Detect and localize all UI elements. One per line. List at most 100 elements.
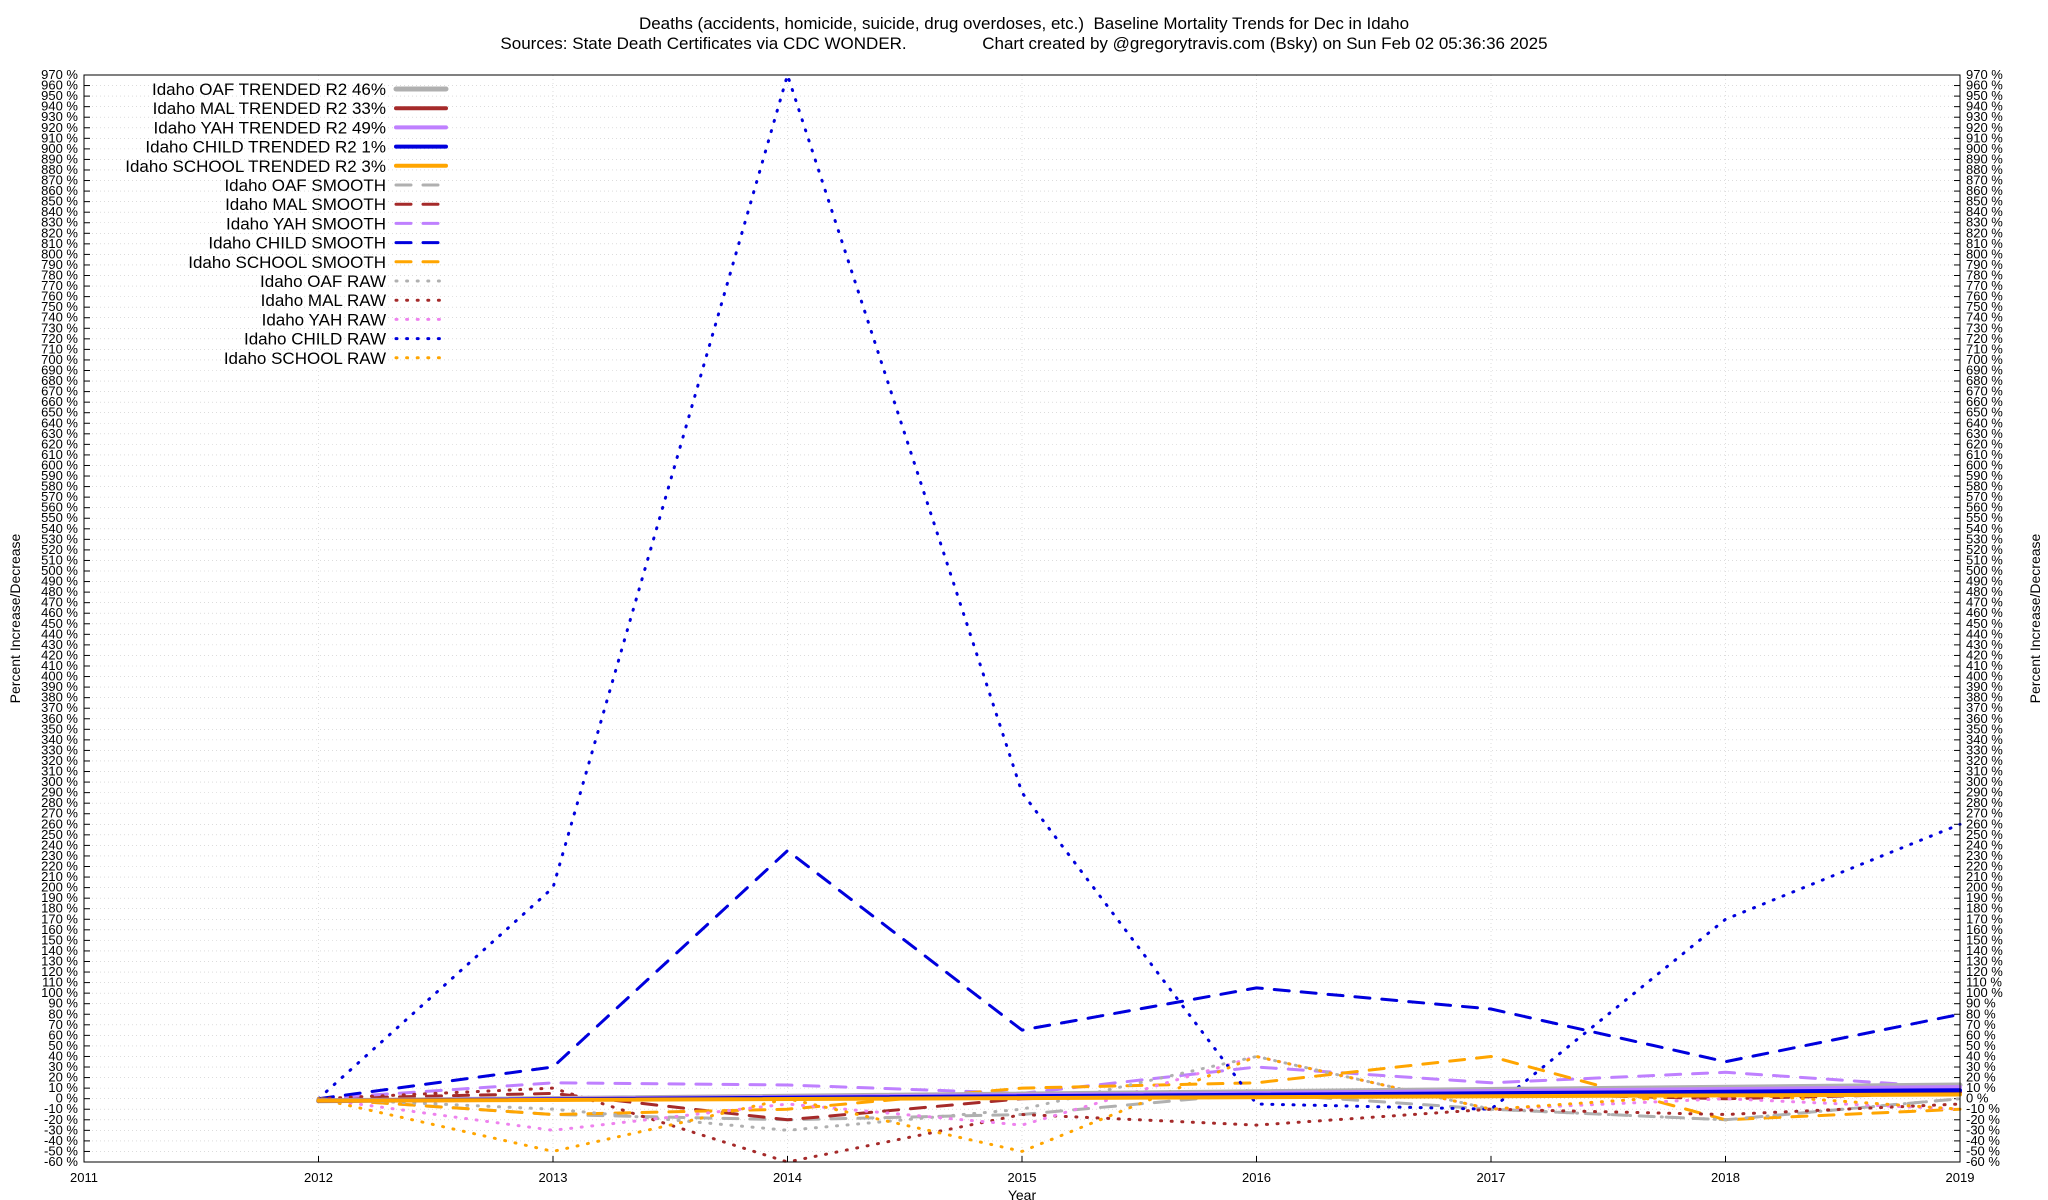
y-tick-label-left: 300 % — [41, 774, 78, 789]
y-tick-label-left: 960 % — [41, 78, 78, 93]
y-tick-label-left: -60 % — [44, 1154, 78, 1169]
y-tick-label-left: -50 % — [44, 1143, 78, 1158]
y-tick-label-left: 720 % — [41, 331, 78, 346]
y-tick-label-right: 200 % — [1966, 880, 2003, 895]
y-tick-label-left: -40 % — [44, 1133, 78, 1148]
y-tick-label-right: 160 % — [1966, 922, 2003, 937]
y-tick-label-right: 880 % — [1966, 162, 2003, 177]
y-tick-label-left: 80 % — [48, 1006, 78, 1021]
y-tick-label-left: 880 % — [41, 162, 78, 177]
y-tick-label-left: -30 % — [44, 1122, 78, 1137]
y-tick-label-left: 490 % — [41, 574, 78, 589]
y-tick-label-right: 410 % — [1966, 658, 2003, 673]
y-tick-label-right: 500 % — [1966, 563, 2003, 578]
x-tick-label: 2013 — [539, 1170, 568, 1185]
y-tick-label-left: 740 % — [41, 310, 78, 325]
y-tick-label-right: 830 % — [1966, 215, 2003, 230]
y-tick-label-right: 270 % — [1966, 806, 2003, 821]
legend: Idaho OAF TRENDED R2 46%Idaho MAL TRENDE… — [125, 80, 449, 368]
y-tick-label-left: 820 % — [41, 225, 78, 240]
y-tick-label-right: 50 % — [1966, 1038, 1996, 1053]
legend-label: Idaho MAL TRENDED R2 33% — [153, 99, 386, 118]
y-tick-label-left: 700 % — [41, 352, 78, 367]
y-tick-label-right: 390 % — [1966, 679, 2003, 694]
y-tick-label-right: 970 % — [1966, 67, 2003, 82]
y-tick-label-left: 750 % — [41, 299, 78, 314]
y-tick-label-right: 470 % — [1966, 595, 2003, 610]
y-tick-label-right: 320 % — [1966, 753, 2003, 768]
y-tick-label-right: 370 % — [1966, 700, 2003, 715]
legend-label: Idaho SCHOOL TRENDED R2 3% — [125, 157, 386, 176]
y-tick-label-left: 610 % — [41, 447, 78, 462]
y-tick-label-left: 180 % — [41, 901, 78, 916]
y-tick-label-right: 260 % — [1966, 816, 2003, 831]
y-tick-label-left: 90 % — [48, 996, 78, 1011]
y-tick-label-left: 640 % — [41, 415, 78, 430]
y-tick-label-left: 850 % — [41, 194, 78, 209]
y-tick-label-left: 460 % — [41, 605, 78, 620]
y-tick-label-right: 850 % — [1966, 194, 2003, 209]
y-tick-label-right: 430 % — [1966, 637, 2003, 652]
x-axis-label: Year — [1008, 1187, 1037, 1200]
y-tick-label-right: 940 % — [1966, 99, 2003, 114]
y-tick-label-left: 270 % — [41, 806, 78, 821]
y-tick-label-right: 780 % — [1966, 268, 2003, 283]
y-tick-label-left: 800 % — [41, 246, 78, 261]
y-tick-label-right: 310 % — [1966, 764, 2003, 779]
y-tick-label-right: 930 % — [1966, 109, 2003, 124]
y-tick-label-left: 520 % — [41, 542, 78, 557]
y-tick-label-left: 810 % — [41, 236, 78, 251]
legend-label: Idaho OAF SMOOTH — [224, 176, 386, 195]
y-tick-label-right: 650 % — [1966, 405, 2003, 420]
y-tick-label-right: 90 % — [1966, 996, 1996, 1011]
y-tick-label-right: 660 % — [1966, 394, 2003, 409]
y-tick-label-left: 170 % — [41, 911, 78, 926]
y-tick-label-left: 310 % — [41, 764, 78, 779]
y-tick-label-left: 320 % — [41, 753, 78, 768]
y-tick-label-right: 510 % — [1966, 552, 2003, 567]
y-tick-label-right: 900 % — [1966, 141, 2003, 156]
legend-label: Idaho YAH SMOOTH — [226, 214, 386, 233]
y-tick-label-left: 430 % — [41, 637, 78, 652]
y-tick-label-left: 380 % — [41, 690, 78, 705]
y-tick-label-right: 420 % — [1966, 647, 2003, 662]
y-tick-label-right: 740 % — [1966, 310, 2003, 325]
y-axis-right-ticks: -60 %-50 %-40 %-30 %-20 %-10 %0 %10 %20 … — [1954, 67, 2003, 1169]
chart-subtitle: Sources: State Death Certificates via CD… — [500, 34, 1548, 53]
y-tick-label-left: 860 % — [41, 183, 78, 198]
y-tick-label-right: 770 % — [1966, 278, 2003, 293]
y-tick-label-left: 710 % — [41, 341, 78, 356]
y-tick-label-right: 820 % — [1966, 225, 2003, 240]
y-tick-label-left: 420 % — [41, 647, 78, 662]
y-tick-label-right: 110 % — [1966, 975, 2002, 990]
x-tick-label: 2019 — [1946, 1170, 1975, 1185]
y-tick-label-right: 280 % — [1966, 795, 2003, 810]
legend-label: Idaho CHILD RAW — [244, 330, 386, 349]
y-tick-label-left: 970 % — [41, 67, 78, 82]
y-tick-label-right: 620 % — [1966, 436, 2003, 451]
y-tick-label-right: 340 % — [1966, 732, 2003, 747]
y-tick-label-left: 910 % — [41, 130, 78, 145]
y-tick-label-right: 960 % — [1966, 78, 2003, 93]
y-tick-label-left: 240 % — [41, 837, 78, 852]
legend-label: Idaho SCHOOL SMOOTH — [188, 253, 386, 272]
y-tick-label-left: 280 % — [41, 795, 78, 810]
y-tick-label-left: 50 % — [48, 1038, 78, 1053]
y-tick-label-left: 330 % — [41, 742, 78, 757]
y-tick-label-right: -60 % — [1966, 1154, 2000, 1169]
y-tick-label-right: 750 % — [1966, 299, 2003, 314]
y-tick-label-left: 620 % — [41, 436, 78, 451]
y-tick-label-left: 390 % — [41, 679, 78, 694]
y-tick-label-left: 200 % — [41, 880, 78, 895]
y-tick-label-right: 440 % — [1966, 626, 2003, 641]
series-idaho-school-smooth — [317, 1055, 1962, 1122]
y-tick-label-right: 300 % — [1966, 774, 2003, 789]
y-tick-label-left: 590 % — [41, 468, 78, 483]
y-tick-label-right: 190 % — [1966, 890, 2003, 905]
y-tick-label-left: 670 % — [41, 384, 78, 399]
y-tick-label-right: 700 % — [1966, 352, 2003, 367]
y-tick-label-right: 890 % — [1966, 151, 2003, 166]
y-tick-label-left: 290 % — [41, 785, 78, 800]
y-tick-label-left: 190 % — [41, 890, 78, 905]
legend-label: Idaho OAF RAW — [260, 272, 386, 291]
